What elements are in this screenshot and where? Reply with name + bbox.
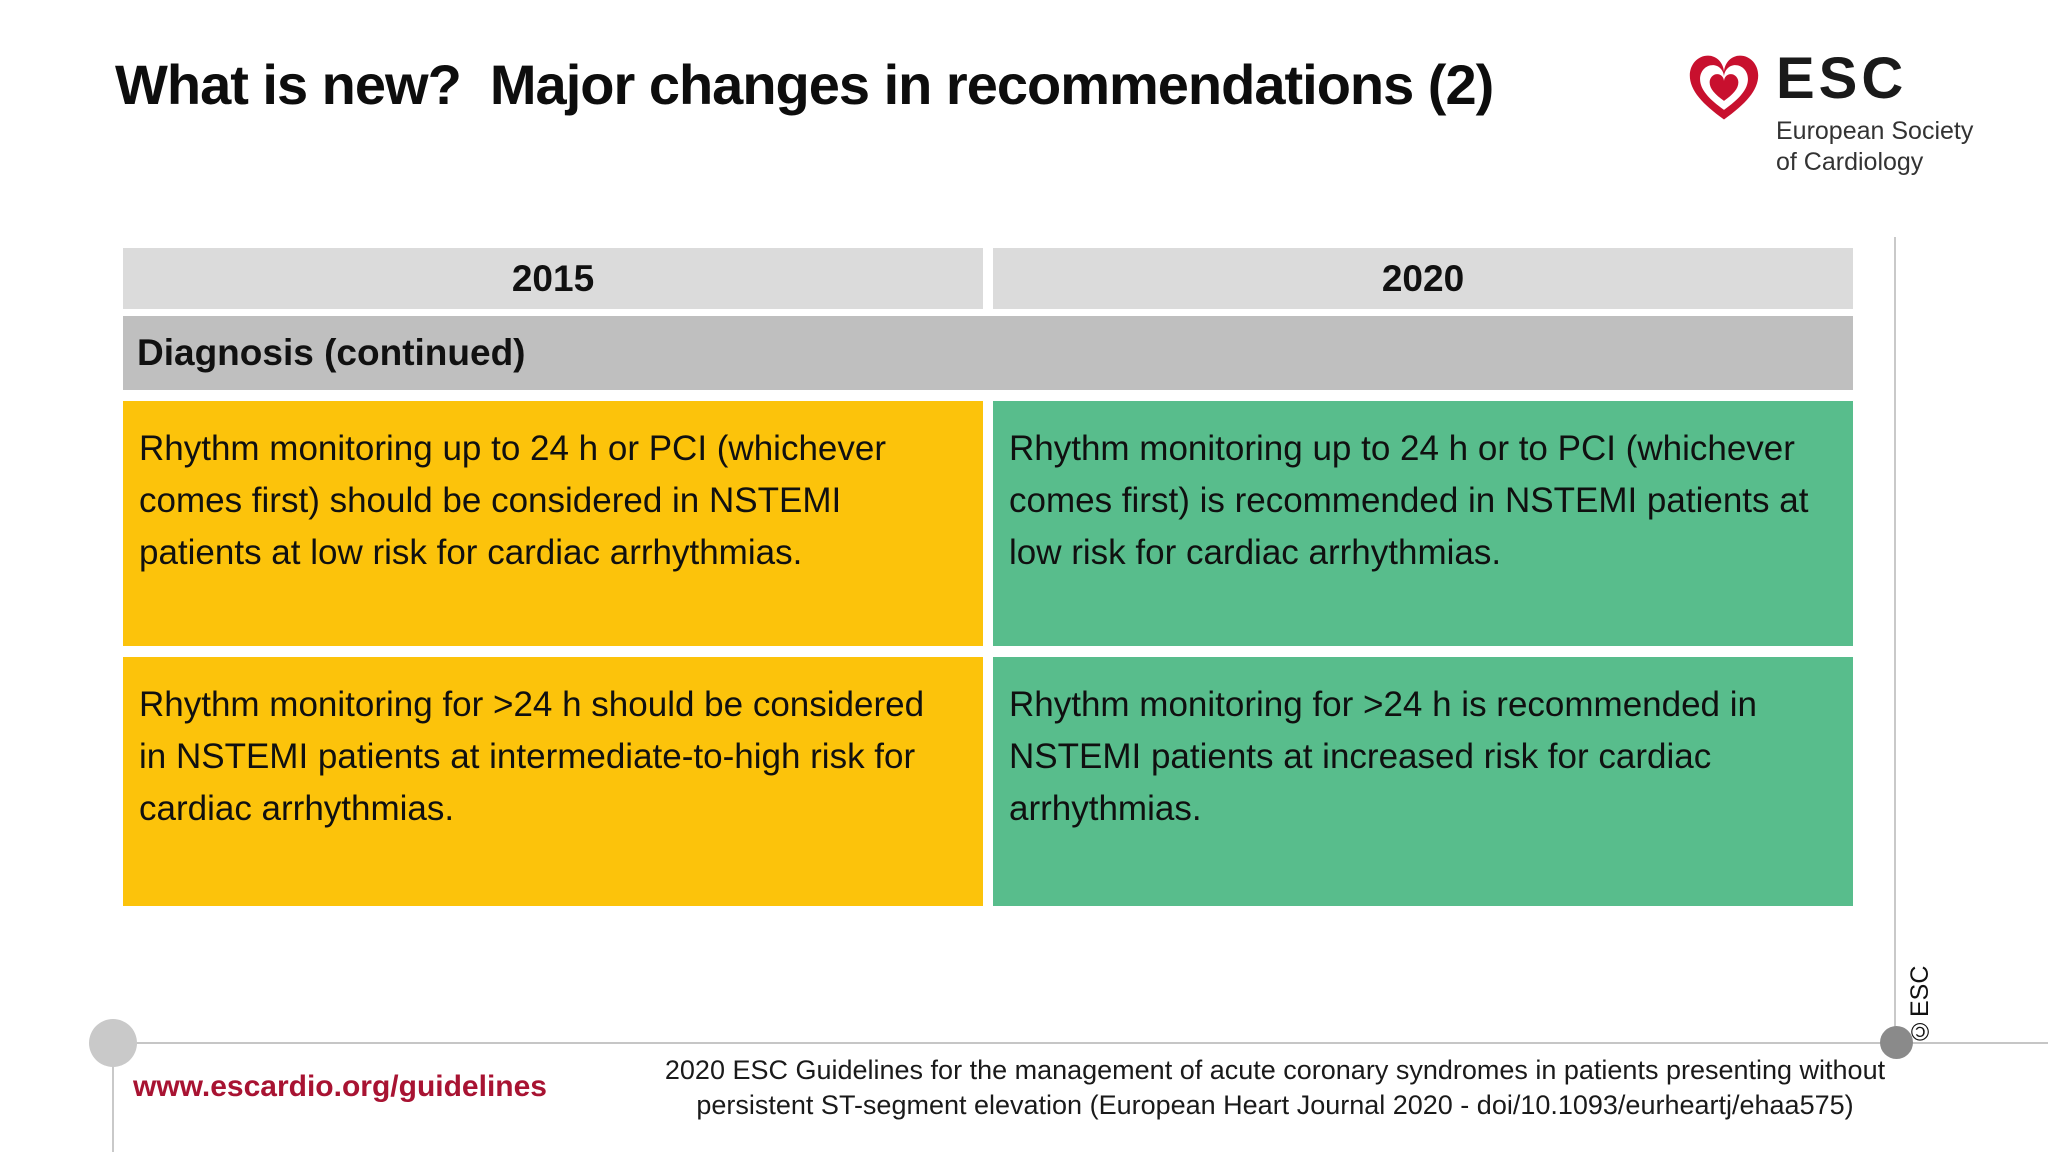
esc-logo: ESC European Society of Cardiology [1686,48,1973,178]
esc-logo-text: ESC European Society of Cardiology [1776,48,1973,178]
cell-2020-row1: Rhythm monitoring up to 24 h or to PCI (… [993,401,1853,646]
column-header-2020: 2020 [993,248,1853,309]
citation-line-2: persistent ST-segment elevation (Europea… [696,1090,1854,1120]
table-header-row: 2015 2020 [123,248,1853,309]
section-header-diagnosis: Diagnosis (continued) [123,316,1853,390]
cell-2020-row2: Rhythm monitoring for >24 h is recommend… [993,657,1853,906]
guidelines-website-link[interactable]: www.escardio.org/guidelines [133,1070,547,1103]
column-header-2015: 2015 [123,248,983,309]
footer-right-circle [1880,1026,1913,1059]
footer-left-circle [89,1019,137,1067]
slide-title: What is new? Major changes in recommenda… [115,53,1494,116]
left-vertical-divider [112,1066,114,1152]
esc-logo-name-line1: European Society [1776,117,1974,145]
esc-copyright-label: ©ESC [1906,965,1934,1045]
table-row: Rhythm monitoring for >24 h should be co… [123,657,1853,906]
footer-horizontal-divider [113,1042,2048,1044]
esc-heart-icon [1686,48,1762,124]
cell-2015-row2: Rhythm monitoring for >24 h should be co… [123,657,983,906]
citation-text: 2020 ESC Guidelines for the management o… [650,1053,1900,1123]
comparison-table: 2015 2020 Diagnosis (continued) Rhythm m… [123,248,1853,917]
cell-2015-row1: Rhythm monitoring up to 24 h or PCI (whi… [123,401,983,646]
table-row: Rhythm monitoring up to 24 h or PCI (whi… [123,401,1853,646]
right-vertical-divider [1894,237,1896,1029]
esc-logo-name-line2: of Cardiology [1776,148,1924,176]
esc-logo-acronym: ESC [1776,46,1908,111]
citation-line-1: 2020 ESC Guidelines for the management o… [664,1055,1886,1085]
